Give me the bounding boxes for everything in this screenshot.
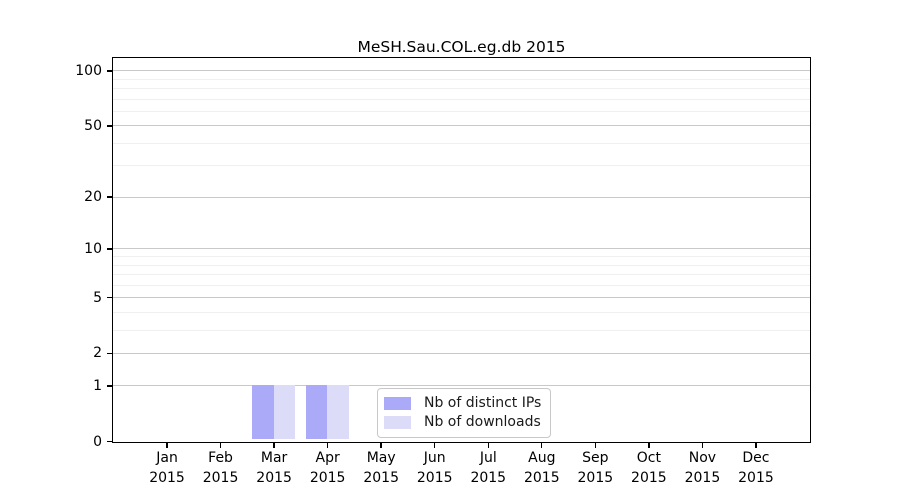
y-tick <box>107 70 113 72</box>
y-gridline-minor <box>113 329 810 331</box>
y-tick-label: 10 <box>84 240 102 257</box>
y-gridline-minor <box>113 165 810 167</box>
legend: Nb of distinct IPs Nb of downloads <box>377 388 551 438</box>
y-gridline-minor <box>113 311 810 313</box>
y-gridline-major <box>113 297 810 299</box>
x-tick-label: Jan 2015 <box>149 449 185 486</box>
bar-downloads <box>273 385 296 440</box>
y-gridline-minor <box>113 274 810 276</box>
legend-label-downloads: Nb of downloads <box>424 414 541 430</box>
y-tick <box>107 196 113 198</box>
y-tick <box>107 440 113 443</box>
legend-swatch-distinct-ips <box>384 397 411 410</box>
y-gridline-minor <box>113 264 810 266</box>
bar-downloads <box>327 385 349 440</box>
y-tick-label: 50 <box>84 117 102 134</box>
legend-label-distinct-ips: Nb of distinct IPs <box>424 395 542 411</box>
y-tick <box>107 385 113 387</box>
x-tick <box>326 441 329 448</box>
y-tick-label: 2 <box>93 345 102 362</box>
y-tick <box>107 352 113 354</box>
x-tick-label: Mar 2015 <box>256 449 292 486</box>
legend-item-distinct-ips: Nb of distinct IPs <box>384 396 542 411</box>
y-tick-label: 100 <box>75 62 102 79</box>
x-tick <box>594 441 597 448</box>
x-tick-label: Jul 2015 <box>470 449 507 486</box>
y-gridline-major <box>113 196 810 198</box>
chart-title: MeSH.Sau.COL.eg.db 2015 <box>357 38 566 56</box>
y-tick-label: 5 <box>93 289 102 306</box>
bar-distinct-ips <box>252 385 274 440</box>
y-gridline-major <box>113 248 810 250</box>
x-tick-label: Sep 2015 <box>577 449 614 486</box>
x-tick <box>219 441 222 448</box>
x-tick-label: Feb 2015 <box>202 449 239 486</box>
legend-swatch-downloads <box>384 416 411 429</box>
x-tick <box>648 441 650 448</box>
bar-distinct-ips <box>305 385 328 440</box>
y-tick <box>107 125 113 127</box>
x-tick-label: Oct 2015 <box>631 449 667 486</box>
y-tick-label: 0 <box>93 433 102 450</box>
x-tick <box>166 441 168 448</box>
x-tick <box>380 441 382 448</box>
y-tick <box>107 296 113 299</box>
y-gridline-major <box>113 352 810 354</box>
x-tick-label: May 2015 <box>363 449 399 486</box>
y-gridline-minor <box>113 284 810 286</box>
x-tick-label: Jun 2015 <box>416 449 453 486</box>
x-tick <box>755 441 757 448</box>
y-gridline-major <box>113 125 810 127</box>
legend-item-downloads: Nb of downloads <box>384 415 542 430</box>
y-gridline-minor <box>113 78 810 80</box>
y-gridline-minor <box>113 110 810 112</box>
x-tick <box>541 441 543 448</box>
y-gridline-minor <box>113 256 810 258</box>
y-tick-label: 20 <box>84 189 102 206</box>
y-tick <box>107 248 113 250</box>
x-tick <box>701 441 704 448</box>
x-tick <box>487 441 489 448</box>
y-gridline-minor <box>113 142 810 144</box>
x-tick-label: Nov 2015 <box>684 449 721 486</box>
x-tick-label: Apr 2015 <box>309 449 346 486</box>
y-gridline-minor <box>113 98 810 100</box>
y-gridline-major <box>113 70 810 72</box>
x-tick-label: Aug 2015 <box>523 449 560 486</box>
x-tick <box>273 441 275 448</box>
plot-area <box>112 57 811 443</box>
x-tick <box>434 441 436 448</box>
y-gridline-minor <box>113 88 810 90</box>
y-tick-label: 1 <box>93 377 102 394</box>
x-tick-label: Dec 2015 <box>738 449 774 486</box>
y-gridline-major <box>113 385 810 387</box>
